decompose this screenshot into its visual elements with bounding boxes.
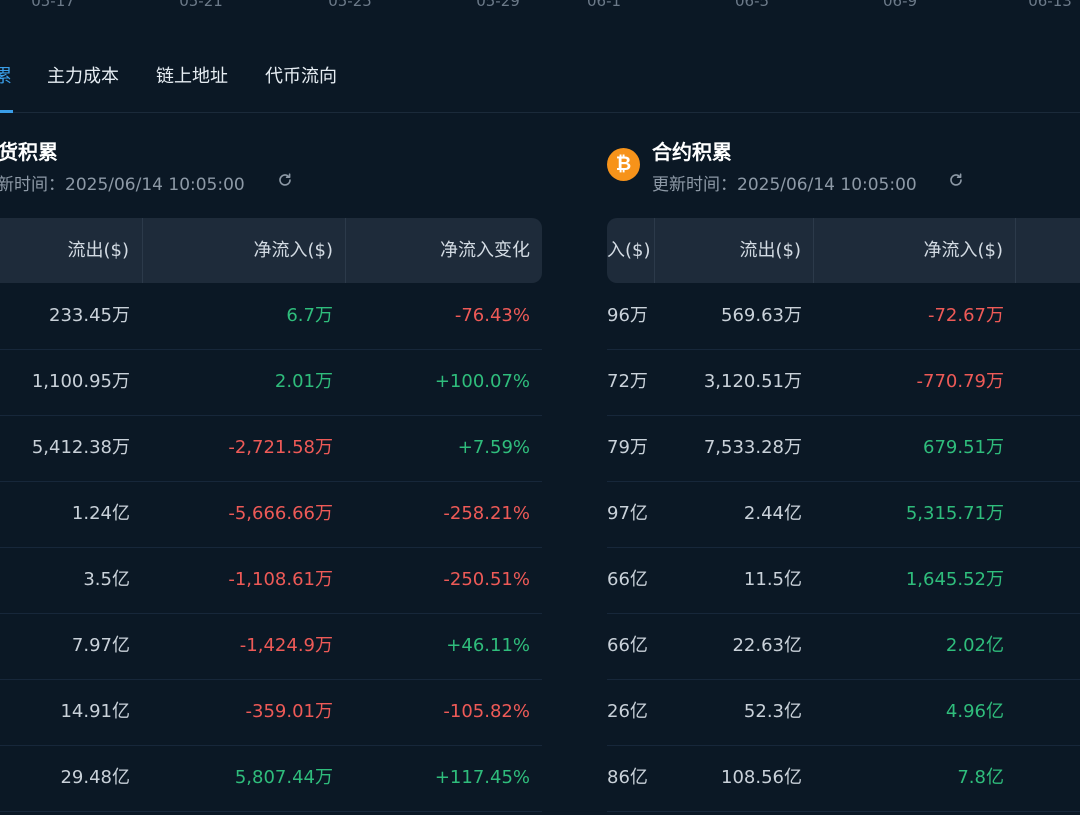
table-row[interactable]: 1,100.95万 2.01万 +100.07%: [0, 349, 542, 416]
table-row[interactable]: 7.97亿 -1,424.9万 +46.11%: [0, 613, 542, 680]
net-inflow-change-cell: -250.51%: [443, 569, 530, 590]
axis-date-label: 06-1: [586, 0, 622, 10]
net-inflow-cell: 679.51万: [923, 437, 1004, 458]
table-row[interactable]: 66亿 11.5亿 1,645.52万: [607, 547, 1080, 614]
inflow-cell: 66亿: [607, 569, 648, 590]
bitcoin-icon: ₿: [607, 148, 640, 181]
column-header-net-inflow-change: 净流入变化: [440, 240, 530, 261]
table-row[interactable]: 66亿 22.63亿 2.02亿: [607, 613, 1080, 680]
outflow-cell: 52.3亿: [743, 701, 802, 722]
net-inflow-cell: 7.8亿: [957, 767, 1004, 788]
table-row[interactable]: 86亿 108.56亿 7.8亿: [607, 745, 1080, 812]
outflow-cell: 14.91亿: [60, 701, 130, 722]
net-inflow-cell: 1,645.52万: [905, 569, 1004, 590]
tab-bar: 累 主力成本 链上地址 代币流向: [0, 50, 1080, 113]
net-inflow-cell: 2.02亿: [945, 635, 1004, 656]
refresh-icon[interactable]: [277, 172, 293, 188]
table-row[interactable]: 3.5亿 -1,108.61万 -250.51%: [0, 547, 542, 614]
refresh-icon[interactable]: [948, 172, 964, 188]
column-header-net-inflow: 净流入($): [143, 218, 346, 283]
table-row[interactable]: 1.24亿 -5,666.66万 -258.21%: [0, 481, 542, 548]
inflow-cell: 72万: [607, 371, 648, 392]
inflow-cell: 86亿: [607, 767, 648, 788]
inflow-cell: 97亿: [607, 503, 648, 524]
tab-accumulation[interactable]: 累: [0, 66, 12, 87]
outflow-cell: 569.63万: [721, 305, 802, 326]
tab-main-cost[interactable]: 主力成本: [47, 66, 119, 87]
contract-accumulation-title: 合约积累: [652, 140, 732, 164]
outflow-cell: 11.5亿: [743, 569, 802, 590]
net-inflow-change-cell: +46.11%: [446, 635, 530, 656]
chart-x-axis: 05-17 05-21 05-25 05-29 06-1 06-5 06-9 0…: [0, 0, 1080, 14]
table-row[interactable]: 14.91亿 -359.01万 -105.82%: [0, 679, 542, 746]
outflow-cell: 5,412.38万: [31, 437, 130, 458]
tab-onchain-address[interactable]: 链上地址: [156, 66, 228, 87]
net-inflow-cell: -359.01万: [245, 701, 333, 722]
active-tab-indicator: [0, 110, 13, 113]
net-inflow-change-cell: +7.59%: [457, 437, 530, 458]
outflow-cell: 3.5亿: [83, 569, 130, 590]
outflow-cell: 3,120.51万: [703, 371, 802, 392]
axis-date-label: 05-25: [328, 0, 372, 10]
table-header: 入($) 流出($) 净流入($): [607, 218, 1080, 283]
net-inflow-change-cell: +117.45%: [434, 767, 530, 788]
outflow-cell: 1.24亿: [71, 503, 130, 524]
table-row[interactable]: 97亿 2.44亿 5,315.71万: [607, 481, 1080, 548]
column-header-outflow: 流出($): [0, 218, 143, 283]
table-row[interactable]: 26亿 52.3亿 4.96亿: [607, 679, 1080, 746]
spot-accumulation-table: 流出($) 净流入($) 净流入变化 233.45万 6.7万 -76.43% 1,1…: [0, 218, 542, 815]
net-inflow-cell: 6.7万: [286, 305, 333, 326]
outflow-cell: 108.56亿: [721, 767, 802, 788]
inflow-cell: 79万: [607, 437, 648, 458]
net-inflow-cell: 4.96亿: [945, 701, 1004, 722]
net-inflow-change-cell: +100.07%: [434, 371, 530, 392]
net-inflow-change-cell: -76.43%: [454, 305, 530, 326]
net-inflow-cell: -1,108.61万: [228, 569, 333, 590]
net-inflow-cell: 5,315.71万: [905, 503, 1004, 524]
inflow-cell: 96万: [607, 305, 648, 326]
table-row[interactable]: 96万 569.63万 -72.67万: [607, 283, 1080, 350]
outflow-cell: 1,100.95万: [31, 371, 130, 392]
net-inflow-cell: -72.67万: [927, 305, 1004, 326]
outflow-cell: 2.44亿: [743, 503, 802, 524]
inflow-cell: 66亿: [607, 635, 648, 656]
column-header-inflow: 入($): [607, 218, 655, 283]
axis-date-label: 05-29: [476, 0, 520, 10]
table-row[interactable]: 29.48亿 5,807.44万 +117.45%: [0, 745, 542, 812]
spot-update-time: 新时间：2025/06/14 10:05:00: [0, 175, 245, 195]
tab-token-flow[interactable]: 代币流向: [265, 66, 337, 87]
outflow-cell: 7,533.28万: [703, 437, 802, 458]
axis-date-label: 05-21: [179, 0, 223, 10]
table-row[interactable]: 72万 3,120.51万 -770.79万: [607, 349, 1080, 416]
axis-date-label: 06-5: [734, 0, 770, 10]
column-header-outflow: 流出($): [655, 218, 814, 283]
table-header: 流出($) 净流入($) 净流入变化: [0, 218, 542, 283]
axis-date-label: 05-17: [31, 0, 75, 10]
net-inflow-cell: -1,424.9万: [239, 635, 333, 656]
outflow-cell: 22.63亿: [732, 635, 802, 656]
axis-date-label: 06-13: [1028, 0, 1072, 10]
column-header-net-inflow: 净流入($): [814, 218, 1016, 283]
contract-accumulation-table: 入($) 流出($) 净流入($) 96万 569.63万 -72.67万 72万 3,…: [607, 218, 1080, 815]
contract-update-time: 更新时间：2025/06/14 10:05:00: [652, 175, 917, 195]
net-inflow-cell: 2.01万: [274, 371, 333, 392]
spot-accumulation-title: 货积累: [0, 140, 58, 164]
table-row[interactable]: 79万 7,533.28万 679.51万: [607, 415, 1080, 482]
outflow-cell: 233.45万: [49, 305, 130, 326]
table-row[interactable]: 5,412.38万 -2,721.58万 +7.59%: [0, 415, 542, 482]
table-row[interactable]: 233.45万 6.7万 -76.43%: [0, 283, 542, 350]
net-inflow-cell: -5,666.66万: [228, 503, 333, 524]
inflow-cell: 26亿: [607, 701, 648, 722]
net-inflow-change-cell: -105.82%: [443, 701, 530, 722]
axis-date-label: 06-9: [882, 0, 918, 10]
net-inflow-cell: -2,721.58万: [228, 437, 333, 458]
outflow-cell: 29.48亿: [60, 767, 130, 788]
net-inflow-change-cell: -258.21%: [443, 503, 530, 524]
net-inflow-cell: -770.79万: [916, 371, 1004, 392]
net-inflow-cell: 5,807.44万: [234, 767, 333, 788]
outflow-cell: 7.97亿: [71, 635, 130, 656]
